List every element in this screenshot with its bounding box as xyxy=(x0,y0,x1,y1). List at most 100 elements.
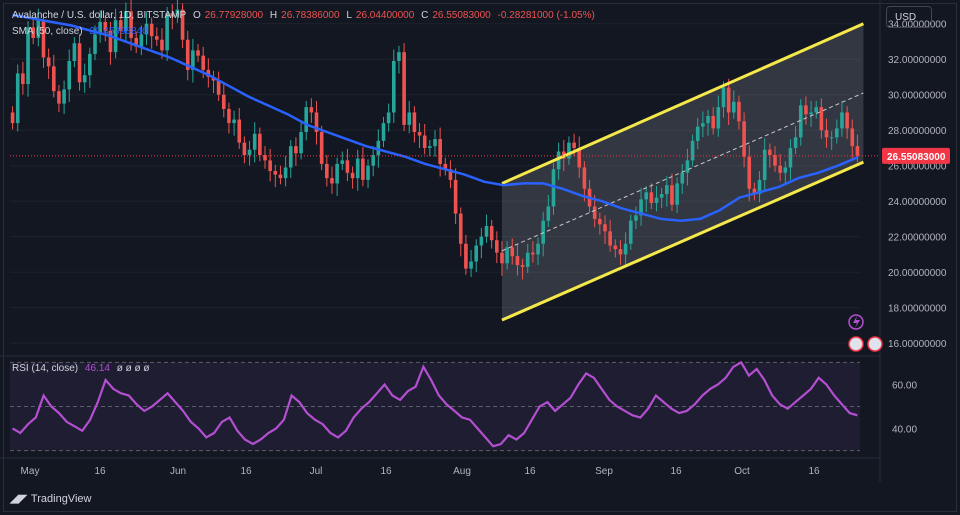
candle-body xyxy=(252,133,257,150)
price-tick-label: 22.00000000 xyxy=(888,233,947,244)
candle-body xyxy=(216,80,221,95)
candle-body xyxy=(428,146,432,148)
candle-body xyxy=(608,231,612,246)
rsi-label[interactable]: RSI (14, close) xyxy=(12,363,79,374)
candle-body xyxy=(654,197,659,203)
candle-body xyxy=(206,69,211,77)
us-flag-event-icon[interactable] xyxy=(848,336,864,352)
candle-body xyxy=(62,89,66,104)
candle-body xyxy=(185,39,190,70)
candle-body xyxy=(737,101,741,122)
candle-body xyxy=(505,247,509,264)
candle-body xyxy=(72,43,77,62)
candle-body xyxy=(546,206,551,221)
candle-body xyxy=(304,107,309,132)
candle-body xyxy=(798,105,803,138)
candle-body xyxy=(361,158,365,180)
candle-body xyxy=(170,13,175,17)
candle-body xyxy=(21,73,25,85)
candle-body xyxy=(319,131,324,164)
candle-body xyxy=(711,116,715,129)
price-tick-label: 16.00000000 xyxy=(888,339,947,350)
candle-body xyxy=(88,53,92,76)
event-markers[interactable] xyxy=(848,314,883,352)
candle-body xyxy=(242,142,247,156)
candle-body xyxy=(768,149,772,156)
candle-body xyxy=(510,247,515,257)
candle-body xyxy=(567,142,571,159)
candle-body xyxy=(690,140,695,161)
sma-label[interactable]: SMA (50, close) xyxy=(12,26,83,37)
candle-body xyxy=(129,11,133,38)
candle-body xyxy=(479,236,484,246)
candle-body xyxy=(10,112,15,124)
time-tick-label: 16 xyxy=(670,466,682,477)
candle-body xyxy=(93,34,97,54)
candle-body xyxy=(258,133,262,156)
rsi-legend: RSI (14, close) 46.14 ø ø ø ø xyxy=(12,363,154,374)
sma-50-line xyxy=(12,13,858,222)
symbol-title[interactable]: Avalanche / U.S. dollar, 1D, BITSTAMP xyxy=(12,10,187,21)
candle-body xyxy=(314,112,319,132)
lightning-event-icon[interactable] xyxy=(848,314,864,330)
candle-body xyxy=(443,163,448,170)
candle-body xyxy=(350,172,355,179)
candle-body xyxy=(762,149,767,180)
candle-body xyxy=(773,155,777,166)
tradingview-logo[interactable]: ◢◤ TradingView xyxy=(10,492,91,505)
channel-lower-line[interactable] xyxy=(501,160,865,322)
candle-body xyxy=(845,112,849,129)
price-tick-label: 26.00000000 xyxy=(888,162,947,173)
sma-line xyxy=(12,13,858,222)
candle-body xyxy=(283,167,288,179)
candle-body xyxy=(659,194,664,198)
candle-body xyxy=(489,226,494,241)
time-axis: May 16 Jun 16 Jul 16 Aug 16 Sep 16 Oct 16 xyxy=(21,466,820,477)
candle-body xyxy=(752,188,757,195)
time-tick-label: Jun xyxy=(170,466,186,477)
candle-body xyxy=(67,61,72,90)
candle-body xyxy=(299,131,303,154)
candle-body xyxy=(788,147,793,168)
candle-body xyxy=(397,52,401,62)
candle-body xyxy=(438,139,442,164)
candle-body xyxy=(448,169,453,180)
candle-body xyxy=(670,185,674,205)
channel-upper-line[interactable] xyxy=(501,22,865,185)
candle-body xyxy=(149,23,154,37)
parallel-channel[interactable] xyxy=(501,22,865,322)
candle-body xyxy=(484,226,489,237)
candle-body xyxy=(57,91,61,104)
open-label: O xyxy=(192,10,201,21)
candle-body xyxy=(376,140,381,156)
low-value: 26.04400000 xyxy=(355,10,415,21)
price-tick-label: 34.00000000 xyxy=(888,20,947,31)
time-tick-label: Aug xyxy=(453,466,471,477)
candle-body xyxy=(371,155,375,166)
candle-body xyxy=(417,131,422,136)
candle-body xyxy=(515,256,520,266)
time-tick-label: 16 xyxy=(808,466,820,477)
candle-body xyxy=(355,158,360,179)
candle-body xyxy=(227,108,231,124)
us-flag-event-icon[interactable] xyxy=(867,336,883,352)
candle-body xyxy=(345,160,350,173)
candle-body xyxy=(155,36,159,40)
time-tick-label: May xyxy=(21,466,40,477)
change-value: -0.28281000 (-1.05%) xyxy=(497,10,595,21)
time-tick-label: Oct xyxy=(734,466,750,477)
candle-body xyxy=(36,20,41,38)
candle-body xyxy=(618,249,623,255)
candle-body xyxy=(778,165,782,173)
tradingview-mark-icon: ◢◤ xyxy=(10,493,27,505)
candle-body xyxy=(577,147,582,168)
candle-body xyxy=(814,107,819,113)
candle-body xyxy=(731,101,736,113)
candle-body xyxy=(458,213,463,244)
open-value: 26.77928000 xyxy=(204,10,264,21)
candle-body xyxy=(829,137,834,139)
currency-selector[interactable]: USD xyxy=(886,6,932,28)
candle-body xyxy=(103,21,108,31)
rsi-extra: ø ø ø ø xyxy=(116,363,150,374)
